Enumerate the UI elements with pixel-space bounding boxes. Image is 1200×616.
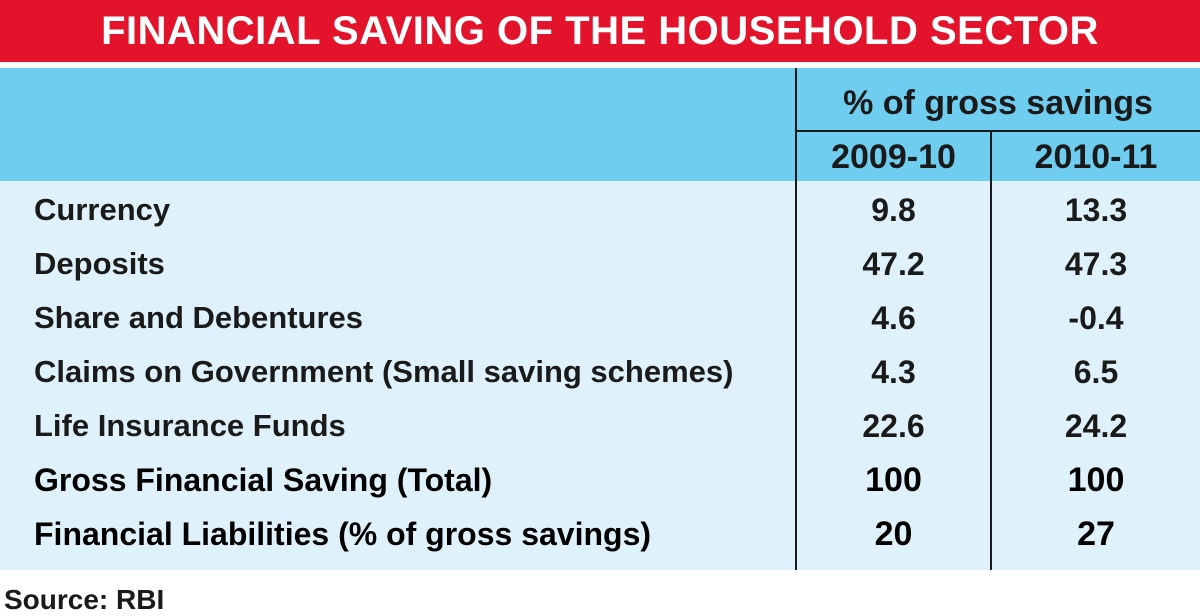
row-label: Claims on Government (Small saving schem… [34,354,734,389]
table-row: Claims on Government (Small saving schem… [0,345,1200,399]
cell-2010-11: 27 [1077,514,1115,553]
table-header [0,68,1200,181]
column-header-2010-11: 2010-11 [1034,137,1158,176]
table-row: Financial Liabilities (% of gross saving… [0,507,1200,561]
table-row: Currency 9.8 13.3 [0,183,1200,237]
table-row: Share and Debentures 4.6 -0.4 [0,291,1200,345]
cell-2010-11: 24.2 [1064,407,1128,444]
cell-2010-11: 13.3 [1064,191,1128,228]
cell-2009-10: 22.6 [862,407,925,444]
table-row: Gross Financial Saving (Total) 100 100 [0,453,1200,507]
row-label: Life Insurance Funds [34,408,346,443]
table-row: Life Insurance Funds 22.6 24.2 [0,399,1200,453]
column-group-header: % of gross savings [843,83,1153,122]
row-label: Gross Financial Saving (Total) [34,461,493,498]
cell-2009-10: 4.3 [871,353,916,390]
cell-2009-10: 20 [874,514,913,553]
cell-2009-10: 47.2 [862,245,925,282]
table-body: Currency 9.8 13.3 Deposits 47.2 47.3 Share and… [0,183,1200,561]
table-title: FINANCIAL SAVING OF THE HOUSEHOLD SECTOR [101,8,1099,53]
table-row: Deposits 47.2 47.3 [0,237,1200,291]
column-divider-left [795,68,797,570]
cell-2010-11: -0.4 [1068,299,1124,336]
row-label: Financial Liabilities (% of gross saving… [34,515,652,552]
cell-2009-10: 9.8 [871,191,916,228]
cell-2010-11: 6.5 [1073,353,1119,390]
source-note: Source: RBI [4,584,165,615]
row-label: Share and Debentures [34,300,364,335]
row-label: Currency [34,192,171,227]
column-divider-middle [990,132,992,570]
header-divider [796,130,1200,132]
cell-2010-11: 47.3 [1064,245,1128,282]
title-banner: FINANCIAL SAVING OF THE HOUSEHOLD SECTOR [0,0,1200,62]
cell-2009-10: 100 [865,460,922,499]
column-header-2009-10: 2009-10 [831,137,956,176]
cell-2010-11: 100 [1067,460,1125,499]
data-table: % of gross savings 2009-10 2010-11 Curre… [0,68,1200,570]
row-label: Deposits [34,246,165,281]
cell-2009-10: 4.6 [871,299,916,336]
